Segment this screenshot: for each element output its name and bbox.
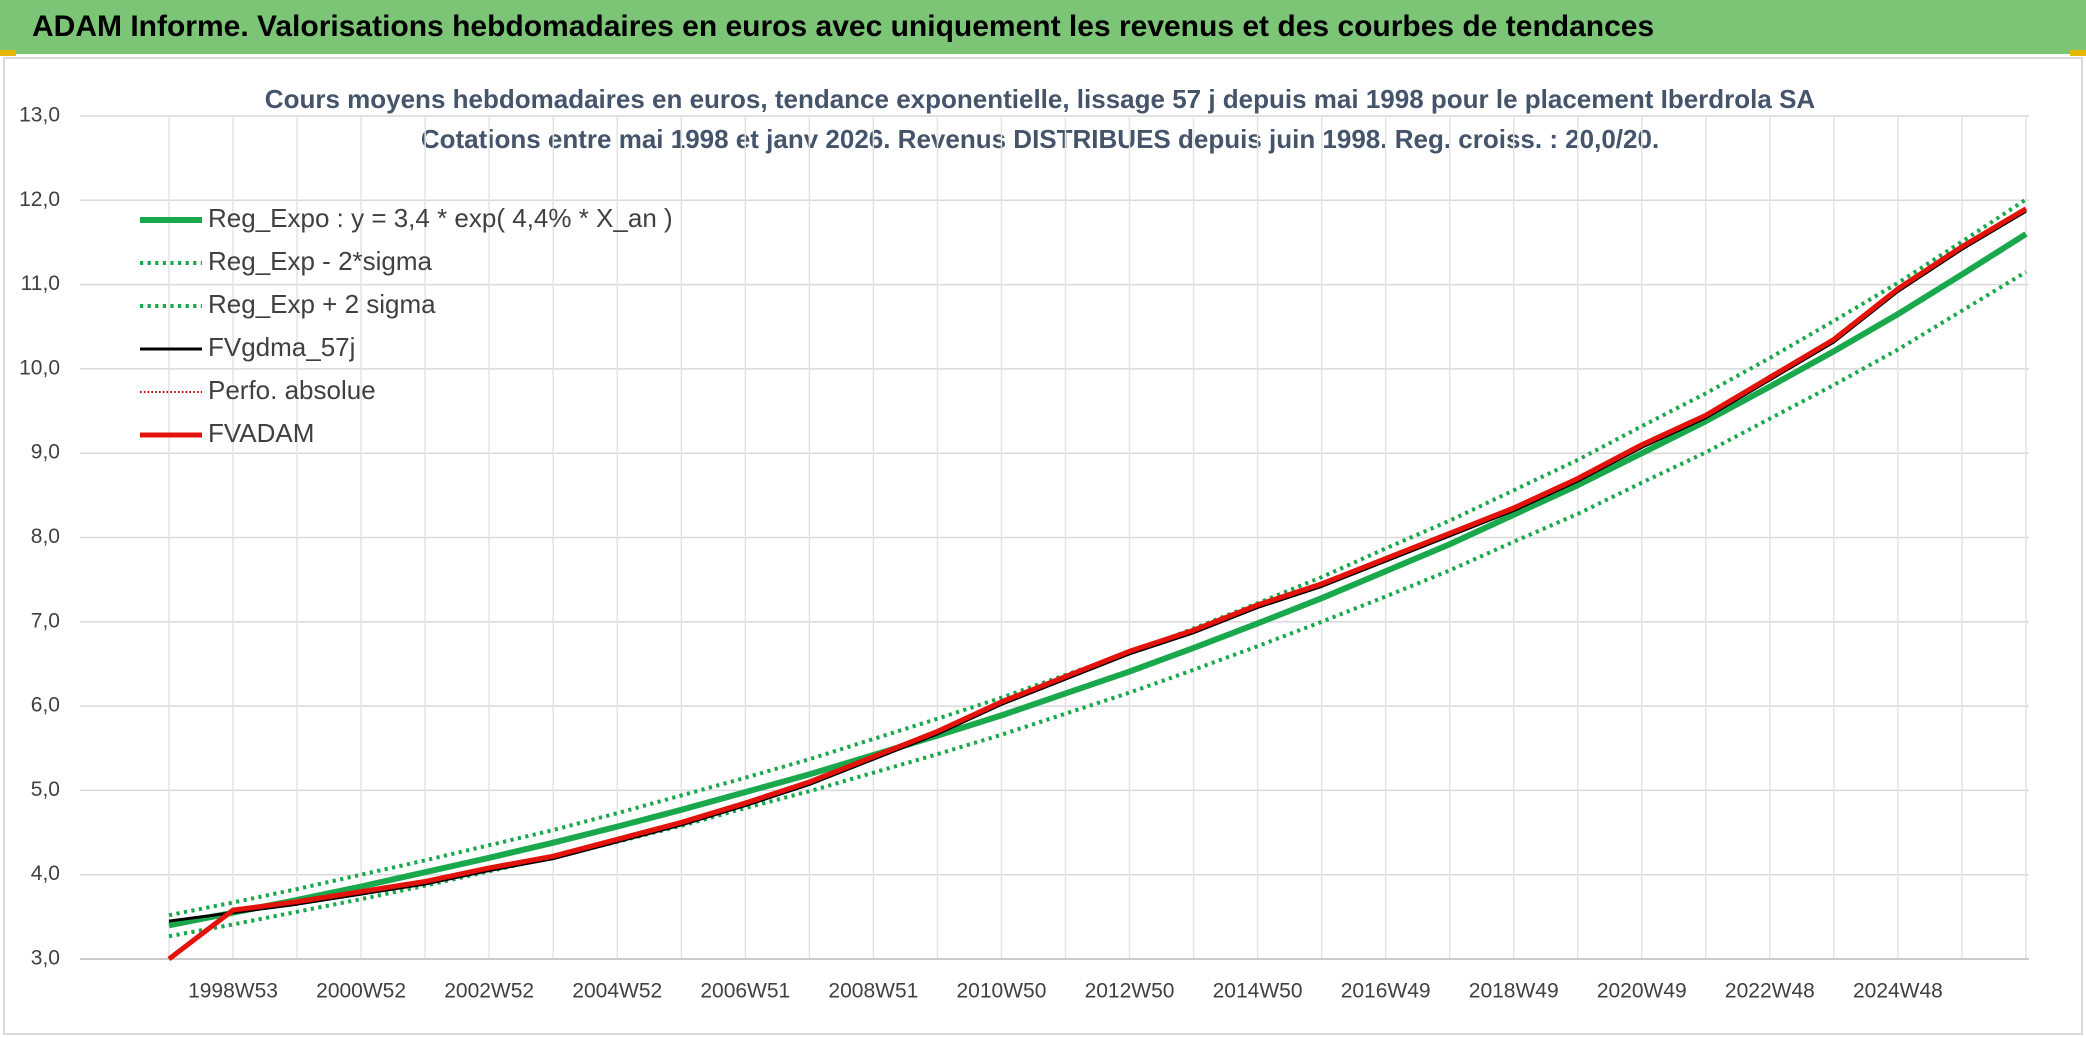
title-bar	[0, 0, 2086, 54]
series-line	[167, 206, 2028, 961]
x-tick-label: 2016W49	[1341, 980, 1431, 1003]
x-tick-label: 2012W50	[1085, 980, 1175, 1003]
legend: Reg_Expo : y = 3,4 * exp( 4,4% * X_an ) R…	[140, 203, 673, 448]
chart-subtitle: Cotations entre mai 1998 et janv 2026. R…	[421, 124, 1659, 154]
x-tick-label: 2020W49	[1597, 980, 1687, 1003]
y-tick-label: 6,0	[31, 694, 60, 717]
x-tick-label: 2014W50	[1213, 980, 1303, 1003]
legend-label: FVgdma_57j	[208, 332, 355, 362]
x-tick-label: 2000W52	[316, 980, 406, 1003]
y-tick-label: 9,0	[31, 441, 60, 464]
x-tick-label: 2018W49	[1469, 980, 1559, 1003]
legend-label: FVADAM	[208, 418, 314, 448]
y-tick-label: 5,0	[31, 778, 60, 801]
x-tick-label: 2006W51	[700, 980, 790, 1003]
y-tick-label: 3,0	[31, 947, 60, 970]
plot	[167, 197, 2028, 961]
y-tick-label: 7,0	[31, 609, 60, 632]
y-tick-label: 12,0	[19, 188, 60, 211]
page-title: ADAM Informe. Valorisations hebdomadaire…	[32, 10, 1654, 43]
chart-title: Cours moyens hebdomadaires en euros, ten…	[265, 84, 1816, 114]
y-tick-label: 10,0	[19, 356, 60, 379]
y-tick-label: 8,0	[31, 525, 60, 548]
series-line	[168, 231, 2028, 929]
x-tick-label: 2004W52	[572, 980, 662, 1003]
legend-label: Reg_Exp - 2*sigma	[208, 246, 433, 276]
legend-label: Reg_Expo : y = 3,4 * exp( 4,4% * X_an )	[208, 203, 673, 233]
chart-frame	[3, 57, 2083, 1035]
x-tick-label: 2002W52	[444, 980, 534, 1003]
x-tick-label: 1998W53	[188, 980, 278, 1003]
legend-label: Reg_Exp + 2 sigma	[208, 289, 436, 319]
x-tick-label: 2008W51	[828, 980, 918, 1003]
y-tick-label: 11,0	[21, 272, 60, 295]
x-tick-label: 2024W48	[1853, 980, 1943, 1003]
corner	[0, 50, 16, 56]
corner	[2070, 50, 2086, 56]
y-tick-label: 4,0	[31, 862, 60, 885]
grid: 3,0 4,0 5,0 6,0 7,0 8,0 9,0 10,0 11,0 12,0 13,0 199…	[19, 104, 2029, 1003]
series-line	[168, 270, 2028, 939]
legend-label: Perfo. absolue	[208, 375, 376, 405]
x-tick-label: 2022W48	[1725, 980, 1815, 1003]
y-tick-label: 13,0	[19, 104, 60, 127]
x-tick-label: 2010W50	[956, 980, 1046, 1003]
